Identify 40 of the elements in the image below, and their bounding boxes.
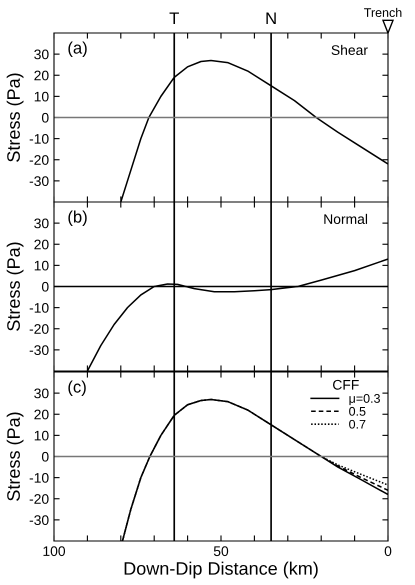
- y-tick-label: 0: [42, 112, 49, 123]
- y-axis-title: Stress (Pa): [6, 73, 24, 162]
- y-tick-label: -30: [30, 345, 49, 356]
- x-tick-label: 100: [43, 546, 66, 556]
- y-tick-label: 20: [34, 240, 49, 250]
- y-tick-label: 10: [34, 430, 49, 441]
- y-tick-label: -10: [30, 472, 49, 483]
- y-tick-label: -30: [30, 515, 49, 526]
- y-axis-title: Stress (Pa): [6, 412, 24, 501]
- y-tick-label: -20: [30, 324, 49, 334]
- y-tick-label: 20: [34, 70, 49, 80]
- y-tick-label: 30: [34, 388, 49, 398]
- y-tick-label: 30: [34, 49, 49, 60]
- y-tick-label: 20: [34, 410, 49, 420]
- annotation: Shear: [332, 44, 368, 56]
- legend-label: 0.7: [349, 420, 366, 429]
- y-tick-label: -10: [30, 134, 49, 144]
- ref-line-label: N: [266, 12, 276, 24]
- x-axis-title: Down-Dip Distance (km): [124, 562, 318, 578]
- legend-title: CFF: [333, 380, 359, 390]
- text: Trench: [364, 8, 402, 18]
- y-tick-label: 10: [34, 92, 49, 102]
- annotation: Normal: [324, 214, 368, 224]
- y-tick-label: -10: [30, 302, 49, 313]
- x-tick-label: 0: [384, 546, 392, 556]
- y-tick-label: -20: [30, 155, 49, 165]
- y-tick-label: 0: [42, 282, 49, 292]
- y-tick-label: 30: [34, 218, 49, 228]
- legend-label: 0.5: [349, 406, 366, 416]
- ref-line-label: T: [170, 12, 179, 24]
- y-axis-title: Stress (Pa): [6, 242, 24, 331]
- x-tick-label: 50: [214, 546, 228, 556]
- legend-label: μ=0.3: [349, 394, 380, 406]
- y-tick-label: -30: [30, 176, 49, 186]
- annotation: (b): [68, 210, 87, 226]
- y-tick-label: -20: [30, 494, 49, 504]
- y-tick-label: 0: [42, 452, 49, 462]
- annotation: (c): [68, 380, 86, 396]
- annotation: (a): [68, 41, 87, 57]
- y-tick-label: 10: [34, 260, 49, 271]
